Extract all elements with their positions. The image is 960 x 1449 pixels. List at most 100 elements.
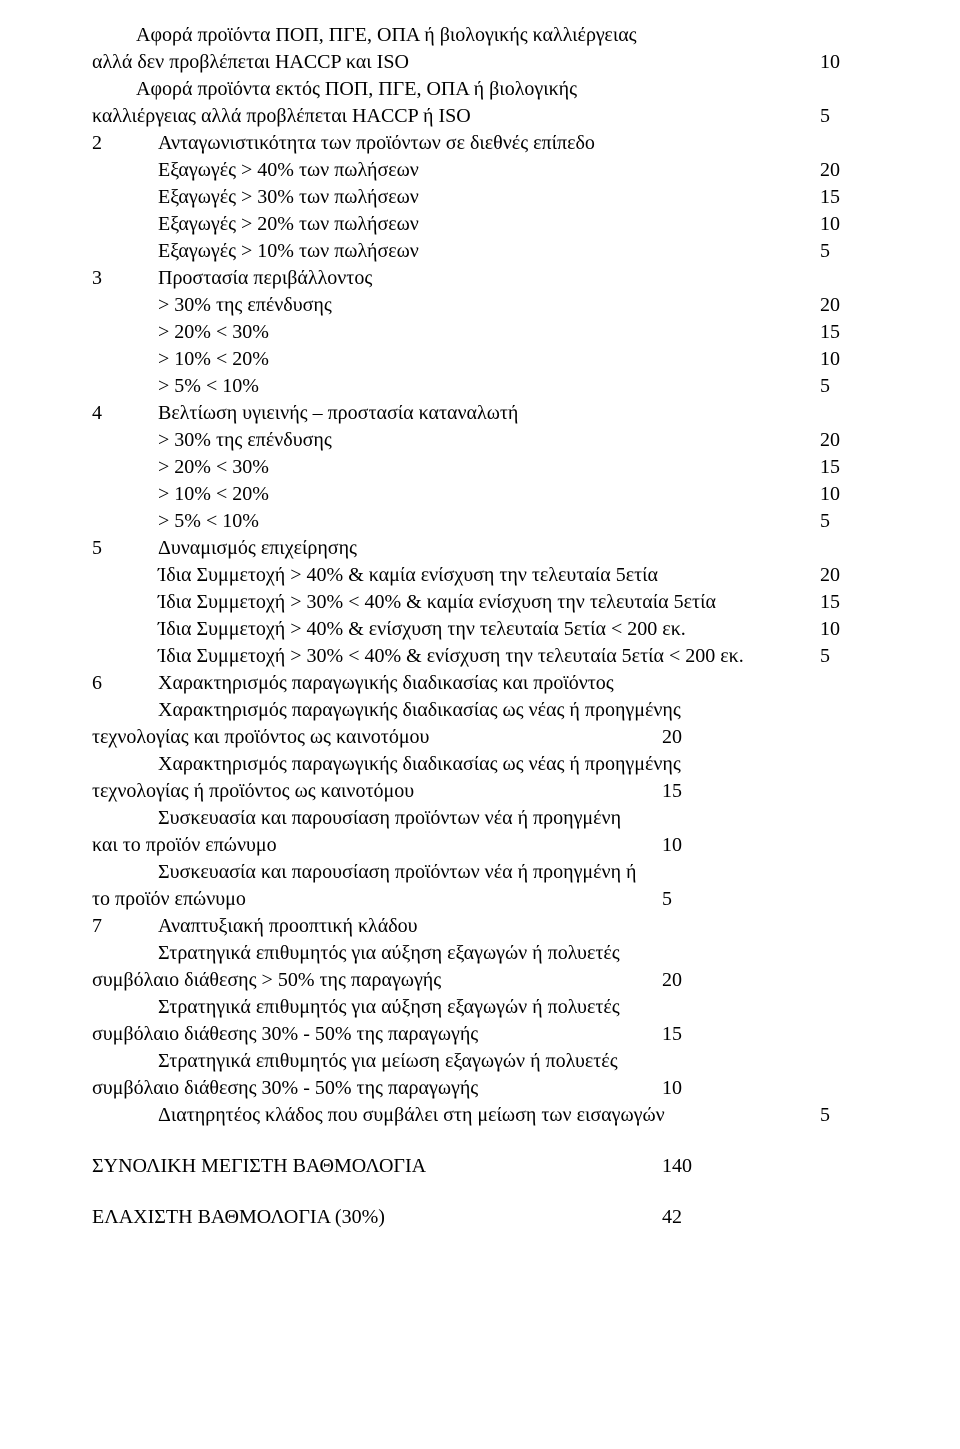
text-span: Χαρακτηρισμός παραγωγικής διαδικασίας ως… — [92, 753, 681, 775]
text-line: τεχνολογίας ή προϊόντος ως καινοτόμου15 — [92, 778, 868, 805]
line-text: Εξαγωγές > 30% των πωλήσεων — [92, 184, 816, 211]
total-line: ΕΛΑΧΙΣΤΗ ΒΑΘΜΟΛΟΓΙΑ (30%)42 — [92, 1204, 868, 1231]
text-span: Εξαγωγές > 10% των πωλήσεων — [92, 240, 419, 262]
text-line: Χαρακτηρισμός παραγωγικής διαδικασίας ως… — [92, 751, 868, 778]
text-line: Αφορά προϊόντα εκτός ΠΟΠ, ΠΓΕ, ΟΠΑ ή βιο… — [92, 76, 868, 103]
text-span: Αφορά προϊόντα εκτός ΠΟΠ, ΠΓΕ, ΟΠΑ ή βιο… — [92, 78, 577, 100]
total-line: ΣΥΝΟΛΙΚΗ ΜΕΓΙΣΤΗ ΒΑΘΜΟΛΟΓΙΑ140 — [92, 1153, 868, 1180]
text-span: τεχνολογίας και προϊόντος ως καινοτόμου — [92, 726, 429, 748]
text-span: Ίδια Συμμετοχή > 40% & ενίσχυση την τελε… — [92, 618, 686, 640]
line-text: τεχνολογίας ή προϊόντος ως καινοτόμου — [92, 778, 816, 805]
line-text: αλλά δεν προβλέπεται HACCP και ISO — [92, 49, 816, 76]
value-mid: 20 — [662, 724, 682, 751]
line-text: > 20% < 30% — [92, 319, 816, 346]
line-text: Εξαγωγές > 10% των πωλήσεων — [92, 238, 816, 265]
text-line: 3Προστασία περιβάλλοντος — [92, 265, 868, 292]
value-right: 10 — [816, 346, 868, 373]
value-right: 10 — [816, 481, 868, 508]
text-line: καλλιέργειας αλλά προβλέπεται HACCP ή IS… — [92, 103, 868, 130]
line-text: > 30% της επένδυσης — [92, 292, 816, 319]
total-label: ΣΥΝΟΛΙΚΗ ΜΕΓΙΣΤΗ ΒΑΘΜΟΛΟΓΙΑ — [92, 1153, 816, 1180]
line-text: Ίδια Συμμετοχή > 30% < 40% & καμία ενίσχ… — [92, 589, 816, 616]
text-span: > 20% < 30% — [92, 456, 269, 478]
line-text: Στρατηγικά επιθυμητός για μείωση εξαγωγώ… — [92, 1048, 816, 1075]
text-line: Ίδια Συμμετοχή > 40% & ενίσχυση την τελε… — [92, 616, 868, 643]
text-span: Εξαγωγές > 40% των πωλήσεων — [92, 159, 419, 181]
text-line: συμβόλαιο διάθεσης 30% - 50% της παραγωγ… — [92, 1021, 868, 1048]
list-number: 5 — [92, 535, 114, 562]
line-text: 2Ανταγωνιστικότητα των προϊόντων σε διεθ… — [92, 130, 816, 157]
text-line: Ίδια Συμμετοχή > 30% < 40% & καμία ενίσχ… — [92, 589, 868, 616]
text-line: Συσκευασία και παρουσίαση προϊόντων νέα … — [92, 805, 868, 832]
text-line: 6Χαρακτηρισμός παραγωγικής διαδικασίας κ… — [92, 670, 868, 697]
text-line: > 5% < 10% 5 — [92, 373, 868, 400]
text-line: συμβόλαιο διάθεσης > 50% της παραγωγής 20 — [92, 967, 868, 994]
list-number: 7 — [92, 913, 114, 940]
value-mid: 10 — [662, 1075, 682, 1102]
text-line: > 5% < 10%5 — [92, 508, 868, 535]
text-span: Αφορά προϊόντα ΠΟΠ, ΠΓΕ, ΟΠΑ ή βιολογική… — [92, 24, 637, 46]
line-text: Χαρακτηρισμός παραγωγικής διαδικασίας ως… — [92, 751, 816, 778]
line-text: Συσκευασία και παρουσίαση προϊόντων νέα … — [92, 859, 816, 886]
text-span: Συσκευασία και παρουσίαση προϊόντων νέα … — [92, 807, 621, 829]
line-text: 3Προστασία περιβάλλοντος — [92, 265, 816, 292]
value-right: 15 — [816, 589, 868, 616]
value-right: 5 — [816, 103, 868, 130]
text-line: Ίδια Συμμετοχή > 40% & καμία ενίσχυση τη… — [92, 562, 868, 589]
total-value: 42 — [662, 1204, 682, 1231]
line-text: Χαρακτηρισμός παραγωγικής διαδικασίας ως… — [92, 697, 816, 724]
line-text: Ίδια Συμμετοχή > 40% & ενίσχυση την τελε… — [92, 616, 816, 643]
text-span: Ίδια Συμμετοχή > 30% < 40% & καμία ενίσχ… — [92, 591, 716, 613]
text-line: > 10% < 20% 10 — [92, 346, 868, 373]
line-text: 7Αναπτυξιακή προοπτική κλάδου — [92, 913, 816, 940]
text-span: > 5% < 10% — [92, 510, 259, 532]
text-line: 2Ανταγωνιστικότητα των προϊόντων σε διεθ… — [92, 130, 868, 157]
list-number: 6 — [92, 670, 114, 697]
value-right: 20 — [816, 562, 868, 589]
text-line: Αφορά προϊόντα ΠΟΠ, ΠΓΕ, ΟΠΑ ή βιολογική… — [92, 22, 868, 49]
text-span: συμβόλαιο διάθεσης 30% - 50% της παραγωγ… — [92, 1077, 478, 1099]
total-value: 140 — [662, 1153, 692, 1180]
list-number: 3 — [92, 265, 114, 292]
value-right: 5 — [816, 238, 868, 265]
text-span: Εξαγωγές > 30% των πωλήσεων — [92, 186, 419, 208]
text-span: Διατηρητέος κλάδος που συμβάλει στη μείω… — [92, 1104, 665, 1126]
value-right: 15 — [816, 184, 868, 211]
value-mid: 20 — [662, 967, 682, 994]
text-line: Στρατηγικά επιθυμητός για αύξηση εξαγωγώ… — [92, 994, 868, 1021]
text-span: > 10% < 20% — [92, 348, 269, 370]
text-line: > 20% < 30% 15 — [92, 319, 868, 346]
text-line: τεχνολογίας και προϊόντος ως καινοτόμου 2… — [92, 724, 868, 751]
value-right: 20 — [816, 427, 868, 454]
value-right: 15 — [816, 454, 868, 481]
line-text: Ίδια Συμμετοχή > 40% & καμία ενίσχυση τη… — [92, 562, 816, 589]
text-span: Εξαγωγές > 20% των πωλήσεων — [92, 213, 419, 235]
text-span: Στρατηγικά επιθυμητός για αύξηση εξαγωγώ… — [92, 996, 620, 1018]
text-span: συμβόλαιο διάθεσης > 50% της παραγωγής — [92, 969, 441, 991]
text-span: Χαρακτηρισμός παραγωγικής διαδικασίας ως… — [92, 699, 681, 721]
value-right: 15 — [816, 319, 868, 346]
line-text: Εξαγωγές > 20% των πωλήσεων — [92, 211, 816, 238]
line-text: > 30% της επένδυσης — [92, 427, 816, 454]
line-text: συμβόλαιο διάθεσης 30% - 50% της παραγωγ… — [92, 1021, 816, 1048]
value-mid: 10 — [662, 832, 682, 859]
value-right: 5 — [816, 373, 868, 400]
value-right: 10 — [816, 49, 868, 76]
text-line: Εξαγωγές > 20% των πωλήσεων10 — [92, 211, 868, 238]
text-span: Ίδια Συμμετοχή > 30% < 40% & ενίσχυση τη… — [92, 645, 744, 667]
text-span: Ίδια Συμμετοχή > 40% & καμία ενίσχυση τη… — [92, 564, 658, 586]
line-text: > 10% < 20% — [92, 346, 816, 373]
text-span: > 5% < 10% — [92, 375, 259, 397]
list-heading: Δυναμισμός επιχείρησης — [114, 535, 357, 562]
text-span: > 20% < 30% — [92, 321, 269, 343]
text-span: Στρατηγικά επιθυμητός για μείωση εξαγωγώ… — [92, 1050, 618, 1072]
line-text: Αφορά προϊόντα εκτός ΠΟΠ, ΠΓΕ, ΟΠΑ ή βιο… — [92, 76, 816, 103]
line-text: Στρατηγικά επιθυμητός για αύξηση εξαγωγώ… — [92, 994, 816, 1021]
line-text: Αφορά προϊόντα ΠΟΠ, ΠΓΕ, ΟΠΑ ή βιολογική… — [92, 22, 816, 49]
list-heading: Προστασία περιβάλλοντος — [114, 265, 372, 292]
text-span: τεχνολογίας ή προϊόντος ως καινοτόμου — [92, 780, 414, 802]
text-line: Στρατηγικά επιθυμητός για αύξηση εξαγωγώ… — [92, 940, 868, 967]
text-span: > 30% της επένδυσης — [92, 294, 332, 316]
text-line: Διατηρητέος κλάδος που συμβάλει στη μείω… — [92, 1102, 868, 1129]
list-number: 2 — [92, 130, 114, 157]
